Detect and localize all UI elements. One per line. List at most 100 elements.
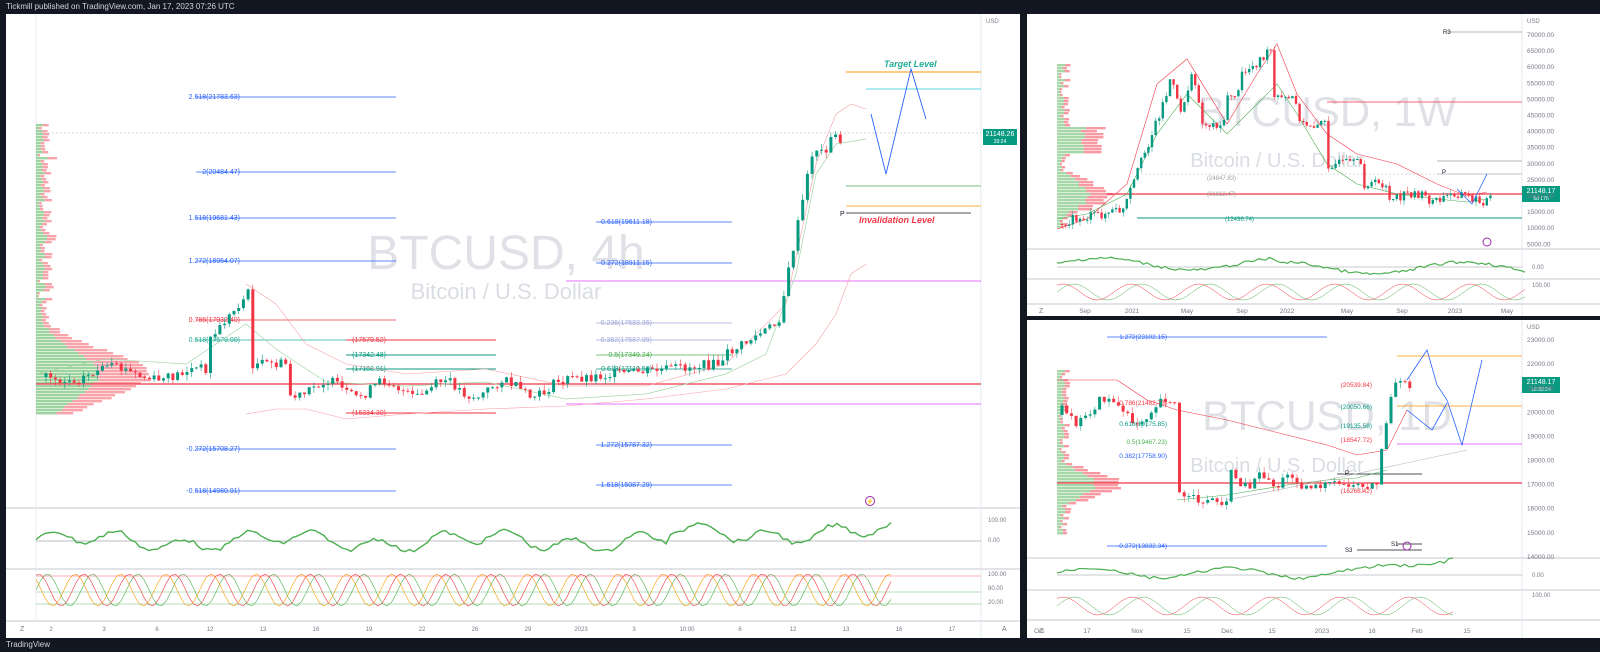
last-price: 21148.26	[986, 131, 1015, 138]
daily-pivot-label: P	[1345, 471, 1349, 477]
rsi-axis-label: 0.00	[988, 538, 1000, 544]
fib-right-label: -0.618(19611.18)	[599, 219, 652, 226]
weekly-price-tag	[1522, 186, 1560, 202]
daily-chart-canvas[interactable]: BTCUSD, 1D Bitcoin / U.S. Dollar 1.272(2…	[1027, 320, 1600, 638]
daily-watermark-symbol: BTCUSD, 1D	[1202, 392, 1452, 439]
fib-left-label: -0.618(14980.91)	[186, 488, 240, 495]
daily-fib-label: 0.618(19175.85)	[1119, 421, 1167, 428]
weekly-z-icon[interactable]: Z	[1039, 308, 1044, 315]
volume-profile	[36, 124, 151, 415]
rsi-axis-label: 100.00	[988, 518, 1007, 524]
weekly-countdown: 5d 17h	[1533, 196, 1549, 202]
stoch-axis-label: 100.00	[988, 572, 1007, 578]
weekly-time-tick: May	[1341, 308, 1354, 315]
time-tick: 6	[155, 627, 159, 633]
daily-price-axis[interactable]: 23000.00 22000.00 21000.00 20000.00 19000.00…	[1527, 337, 1554, 561]
fib-retracement-mid: (17579.52) (17342.48) (17103.91) (16334.30)	[346, 337, 496, 417]
time-tick: 16	[896, 627, 903, 633]
daily-event-icon[interactable]	[1402, 541, 1412, 551]
weekly-price-tick: 70000.00	[1527, 32, 1554, 39]
weekly-time-axis[interactable]: Sep 2021 May Sep 2022 May Sep 2023 May	[1079, 308, 1514, 315]
weekly-time-tick: Sep	[1236, 308, 1248, 315]
fib-mid-label: (17579.52)	[352, 337, 386, 344]
daily-price-tick: 20000.00	[1527, 409, 1554, 416]
daily-time-tick: Oct	[1034, 628, 1044, 635]
daily-price-tick: 17000.00	[1527, 482, 1554, 489]
fib-left-label: 1.618(19681.43)	[189, 215, 240, 222]
weekly-time-tick: 2023	[1448, 308, 1463, 315]
weekly-watermark-description: Bitcoin / U.S. Dollar	[1190, 150, 1364, 172]
fib-right-label: -0.272(18911.15)	[599, 260, 652, 267]
daily-last-price: 21148.17	[1527, 379, 1556, 386]
weekly-price-tick: 5000.00	[1527, 241, 1551, 248]
daily-chart-panel[interactable]: BTCUSD, 1D Bitcoin / U.S. Dollar 1.272(2…	[1027, 320, 1600, 638]
weekly-price-tick: 25000.00	[1527, 177, 1554, 184]
time-tick: 2	[49, 627, 53, 633]
price-candles	[44, 130, 842, 404]
target-level-label: Target Level	[884, 59, 937, 69]
time-tick: 2023	[574, 627, 588, 633]
fib-mid-label: (16334.30)	[352, 410, 386, 417]
daily-time-axis[interactable]: Oct 17 Nov 15 Dec 15 2023 16 Feb 15	[1034, 628, 1471, 635]
r3-label: R3	[1443, 30, 1451, 36]
weekly-event-icon[interactable]	[1482, 237, 1492, 247]
time-tick: 22	[419, 627, 426, 633]
time-tick: 13	[843, 627, 850, 633]
auto-scale-icon[interactable]: A	[1002, 626, 1007, 633]
time-tick: 10:00	[679, 627, 695, 633]
daily-z-icon[interactable]: Z	[1039, 628, 1044, 635]
fib-right-label: 0.236(17583.36)	[601, 320, 652, 327]
daily-time-tick: Nov	[1131, 628, 1143, 635]
z-icon[interactable]: Z	[20, 626, 25, 633]
fib-left-label: 0.618(17579.00)	[189, 337, 240, 344]
main-chart-canvas[interactable]: BTCUSD, 4h Bitcoin / U.S. Dollar 2.618(2…	[6, 14, 1020, 638]
time-tick: 6	[738, 627, 742, 633]
s1-label: S1	[1391, 542, 1399, 548]
publish-header: Tickmill published on TradingView.com, J…	[0, 0, 1600, 14]
pivot-label: P	[840, 211, 845, 218]
projection-path	[870, 67, 927, 175]
time-axis[interactable]: 2 3 6 12 13 16 19 22 26 29 2023 3 10:00 6 12 13 16 17 100.…	[49, 518, 1007, 633]
fib-left-label: 2.618(21783.63)	[189, 94, 240, 101]
daily-price-tag	[1522, 377, 1560, 393]
daily-price-tick: 19000.00	[1527, 433, 1554, 440]
weekly-time-tick: May	[1181, 308, 1194, 315]
last-price-tag	[983, 129, 1017, 145]
time-tick: 12	[207, 627, 214, 633]
weekly-level-1: (24847.83)	[1207, 176, 1236, 182]
bar-countdown: 33:24	[994, 139, 1007, 145]
daily-price-tick: 21000.00	[1527, 385, 1554, 392]
time-tick: 19	[366, 627, 373, 633]
weekly-time-tick: Sep	[1079, 308, 1091, 315]
daily-level-label: (18547.72)	[1341, 437, 1372, 444]
weekly-level-3: (12436.74)	[1225, 217, 1254, 223]
daily-price-tick: 18000.00	[1527, 458, 1554, 465]
weekly-stoch-axis: 100.00	[1532, 283, 1551, 289]
weekly-price-tick: 50000.00	[1527, 96, 1554, 103]
watermark-symbol: BTCUSD, 4h	[367, 227, 644, 280]
weekly-price-axis[interactable]: 70000.00 65000.00 60000.00 55000.00 50000.00…	[1527, 32, 1554, 248]
stoch-axis-label: 80.00	[988, 586, 1004, 592]
time-tick: 29	[525, 627, 532, 633]
daily-price-tick: 22000.00	[1527, 361, 1554, 368]
weekly-time-tick: 2021	[1125, 308, 1140, 315]
weekly-level-2: (21612.47)	[1207, 192, 1236, 198]
time-tick: 16	[313, 627, 320, 633]
invalidation-level-label: Invalidation Level	[859, 215, 935, 225]
daily-level-label: (16268.42)	[1341, 488, 1372, 495]
daily-fib-label: 1.272(23102.15)	[1119, 334, 1167, 341]
weekly-price-tick: 40000.00	[1527, 129, 1554, 136]
fib-right-label: 0.382(17587.99)	[601, 337, 652, 344]
main-chart-panel[interactable]: BTCUSD, 4h Bitcoin / U.S. Dollar 2.618(2…	[6, 14, 1020, 638]
daily-level-label: (19135.58)	[1341, 423, 1372, 430]
fib-left-label: 1.272(18954.07)	[189, 258, 240, 265]
event-icon[interactable]	[865, 496, 875, 506]
daily-fib-label: 0.382(17758.90)	[1119, 453, 1167, 460]
weekly-chart-canvas[interactable]: BTCUSD, 1W Bitcoin / U.S. Dollar R3 P (2…	[1027, 14, 1600, 316]
tradingview-logo[interactable]: TradingView	[6, 640, 51, 649]
daily-time-tick: 2023	[1315, 628, 1330, 635]
weekly-chart-panel[interactable]: BTCUSD, 1W Bitcoin / U.S. Dollar R3 P (2…	[1027, 14, 1600, 316]
fib-right-label: 1.272(15787.32)	[601, 442, 652, 449]
weekly-watermark-symbol: BTCUSD, 1W	[1197, 88, 1456, 135]
weekly-rsi-axis: 0.00	[1532, 265, 1544, 271]
